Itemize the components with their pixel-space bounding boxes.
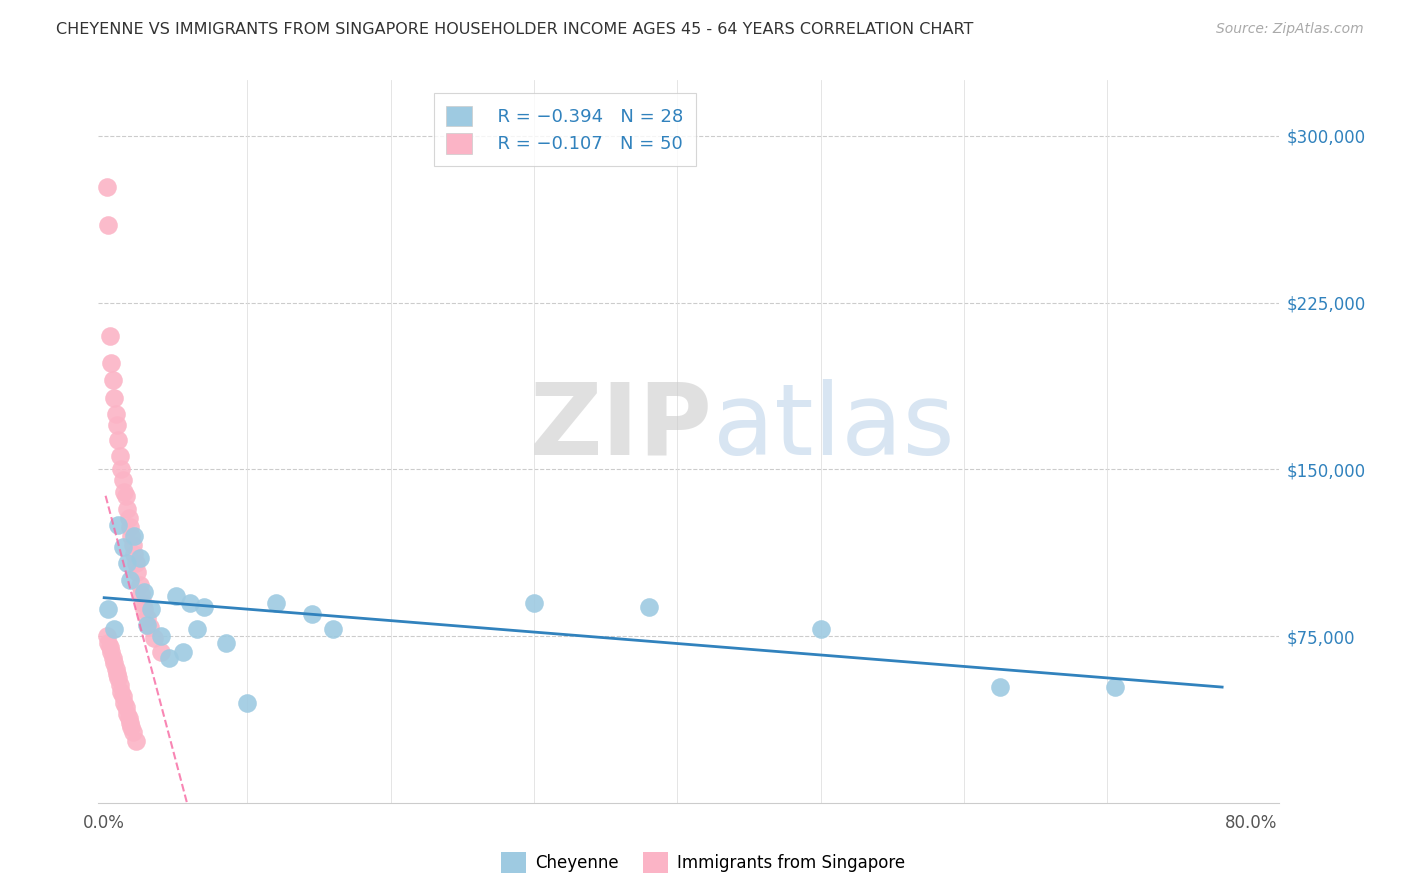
Point — [103, 623, 125, 637]
Point — [114, 700, 136, 714]
Point — [112, 696, 135, 710]
Point — [104, 662, 127, 676]
Point — [103, 391, 125, 405]
Point — [101, 651, 124, 665]
Point — [129, 551, 152, 566]
Point — [107, 434, 129, 448]
Point — [150, 629, 173, 643]
Point — [111, 540, 134, 554]
Point — [122, 547, 145, 561]
Point — [118, 574, 141, 588]
Point — [108, 678, 131, 692]
Point — [143, 632, 166, 646]
Point — [111, 474, 134, 488]
Point — [118, 715, 141, 730]
Point — [117, 711, 139, 725]
Point — [301, 607, 323, 621]
Point — [114, 489, 136, 503]
Text: ZIP: ZIP — [530, 378, 713, 475]
Point — [129, 578, 152, 592]
Text: Source: ZipAtlas.com: Source: ZipAtlas.com — [1216, 22, 1364, 37]
Point — [134, 602, 156, 616]
Point — [236, 696, 259, 710]
Point — [117, 511, 139, 525]
Point — [127, 565, 149, 579]
Point — [100, 645, 122, 659]
Point — [112, 484, 135, 499]
Point — [115, 502, 138, 516]
Point — [139, 620, 162, 634]
Point — [107, 671, 129, 685]
Text: atlas: atlas — [713, 378, 955, 475]
Point — [110, 684, 132, 698]
Point — [120, 720, 142, 734]
Point — [1104, 680, 1126, 694]
Point — [157, 651, 180, 665]
Point — [103, 656, 125, 670]
Point — [637, 600, 659, 615]
Point — [98, 640, 121, 655]
Point — [523, 596, 546, 610]
Point — [105, 666, 128, 681]
Point — [125, 556, 148, 570]
Point — [150, 645, 173, 659]
Point — [215, 636, 238, 650]
Point — [105, 417, 128, 432]
Point — [97, 636, 120, 650]
Point — [125, 733, 148, 747]
Point — [136, 611, 159, 625]
Point — [264, 596, 287, 610]
Point — [186, 623, 208, 637]
Point — [97, 218, 120, 232]
Point — [810, 623, 832, 637]
Point — [108, 449, 131, 463]
Point — [136, 618, 159, 632]
Point — [96, 180, 118, 194]
Text: CHEYENNE VS IMMIGRANTS FROM SINGAPORE HOUSEHOLDER INCOME AGES 45 - 64 YEARS CORR: CHEYENNE VS IMMIGRANTS FROM SINGAPORE HO… — [56, 22, 973, 37]
Point — [121, 724, 143, 739]
Point — [134, 584, 156, 599]
Point — [101, 373, 124, 387]
Point — [131, 587, 153, 601]
Point — [115, 706, 138, 721]
Point — [100, 356, 122, 370]
Legend: Cheyenne, Immigrants from Singapore: Cheyenne, Immigrants from Singapore — [495, 846, 911, 880]
Point — [988, 680, 1011, 694]
Point — [107, 517, 129, 532]
Point — [104, 407, 127, 421]
Point — [172, 645, 194, 659]
Point — [115, 556, 138, 570]
Legend:   R = −0.394   N = 28,   R = −0.107   N = 50: R = −0.394 N = 28, R = −0.107 N = 50 — [434, 93, 696, 166]
Point — [118, 520, 141, 534]
Point — [141, 602, 163, 616]
Point — [132, 596, 155, 610]
Point — [193, 600, 215, 615]
Point — [120, 529, 142, 543]
Point — [322, 623, 344, 637]
Point — [96, 629, 118, 643]
Point — [179, 596, 201, 610]
Point — [110, 462, 132, 476]
Point — [98, 329, 121, 343]
Point — [165, 589, 187, 603]
Point — [121, 538, 143, 552]
Point — [122, 529, 145, 543]
Point — [111, 689, 134, 703]
Point — [97, 602, 120, 616]
